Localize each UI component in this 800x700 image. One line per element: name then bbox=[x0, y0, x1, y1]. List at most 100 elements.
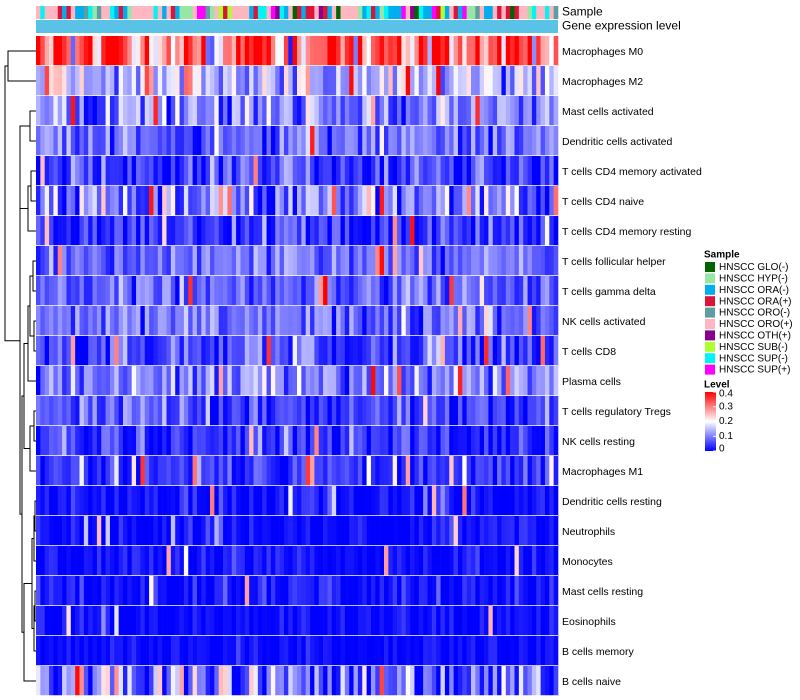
heatmap-cell bbox=[175, 126, 180, 156]
heatmap-cell bbox=[531, 396, 537, 426]
heatmap-cell bbox=[340, 396, 346, 426]
heatmap-cell bbox=[49, 336, 54, 366]
heatmap-cell bbox=[401, 606, 407, 636]
heatmap-cell bbox=[288, 156, 293, 186]
heatmap-cell bbox=[484, 216, 489, 246]
sample-annotation-cell bbox=[488, 6, 494, 19]
heatmap-cell bbox=[223, 426, 228, 456]
heatmap-cell bbox=[283, 546, 289, 576]
heatmap-cell bbox=[79, 486, 85, 516]
heatmap-cell bbox=[49, 96, 54, 126]
heatmap-cell bbox=[310, 636, 315, 666]
heatmap-cell bbox=[92, 576, 98, 606]
heatmap-cell bbox=[475, 576, 480, 606]
heatmap-cell bbox=[170, 666, 176, 696]
heatmap-cell bbox=[414, 576, 420, 606]
heatmap-cell bbox=[297, 516, 302, 546]
heatmap-cell bbox=[514, 36, 520, 66]
heatmap-cell bbox=[353, 666, 359, 696]
heatmap-cell bbox=[427, 366, 433, 396]
heatmap-cell bbox=[370, 666, 376, 696]
heatmap-cell bbox=[249, 66, 254, 96]
heatmap-cell bbox=[240, 156, 246, 186]
heatmap-cell bbox=[136, 546, 141, 576]
heatmap-cell bbox=[527, 576, 533, 606]
heatmap-cell bbox=[205, 246, 211, 276]
heatmap-cell bbox=[288, 216, 293, 246]
heatmap-cell bbox=[336, 246, 341, 276]
heatmap-cell bbox=[436, 216, 441, 246]
heatmap-cell bbox=[279, 216, 285, 246]
heatmap-cell bbox=[275, 36, 280, 66]
heatmap-cell bbox=[227, 186, 233, 216]
heatmap-cell bbox=[375, 546, 380, 576]
heatmap-cell bbox=[540, 66, 546, 96]
heatmap-cell bbox=[301, 396, 306, 426]
heatmap-cell bbox=[192, 336, 198, 366]
heatmap-cell bbox=[297, 186, 302, 216]
heatmap-cell bbox=[227, 546, 233, 576]
heatmap-cell bbox=[227, 246, 233, 276]
heatmap-cell bbox=[118, 546, 124, 576]
heatmap-cell bbox=[384, 396, 389, 426]
heatmap-cell bbox=[414, 336, 420, 366]
heatmap-cell bbox=[423, 126, 428, 156]
heatmap-cell bbox=[357, 36, 363, 66]
heatmap-cell bbox=[144, 366, 150, 396]
heatmap-cell bbox=[462, 426, 467, 456]
heatmap-cell bbox=[40, 36, 45, 66]
heatmap-cell bbox=[362, 636, 367, 666]
heatmap-cell bbox=[418, 156, 424, 186]
heatmap-cell bbox=[183, 516, 189, 546]
heatmap-cell bbox=[236, 96, 241, 126]
heatmap-cell bbox=[136, 516, 141, 546]
heatmap-cell bbox=[66, 276, 72, 306]
heatmap-cell bbox=[370, 306, 376, 336]
heatmap-cell bbox=[310, 666, 315, 696]
heatmap-cell bbox=[166, 396, 172, 426]
heatmap-cell bbox=[418, 636, 424, 666]
heatmap-cell bbox=[153, 576, 159, 606]
heatmap-cell bbox=[123, 336, 128, 366]
heatmap-cell bbox=[436, 576, 441, 606]
heatmap-cell bbox=[457, 456, 463, 486]
heatmap-cell bbox=[401, 66, 407, 96]
heatmap-cell bbox=[210, 246, 215, 276]
heatmap-cell bbox=[549, 246, 554, 276]
heatmap-cell bbox=[153, 336, 159, 366]
heatmap-cell bbox=[262, 456, 267, 486]
heatmap-cell bbox=[83, 396, 89, 426]
heatmap-cell bbox=[157, 486, 163, 516]
heatmap-cell bbox=[531, 426, 537, 456]
heatmap-cell bbox=[527, 246, 533, 276]
heatmap-cell bbox=[266, 486, 272, 516]
heatmap-cell bbox=[523, 636, 528, 666]
heatmap-cell bbox=[205, 306, 211, 336]
heatmap-cell bbox=[196, 456, 202, 486]
heatmap-cell bbox=[257, 96, 263, 126]
heatmap-cell bbox=[279, 366, 285, 396]
heatmap-cell bbox=[427, 306, 433, 336]
heatmap-cell bbox=[288, 66, 293, 96]
heatmap-cell bbox=[357, 186, 363, 216]
heatmap-cell bbox=[183, 426, 189, 456]
heatmap-cell bbox=[436, 636, 441, 666]
heatmap-cell bbox=[140, 246, 146, 276]
heatmap-cell bbox=[123, 396, 128, 426]
heatmap-cell bbox=[275, 606, 280, 636]
heatmap-cell bbox=[144, 546, 150, 576]
heatmap-cell bbox=[223, 186, 228, 216]
heatmap-cell bbox=[270, 216, 276, 246]
heatmap-cell bbox=[127, 666, 132, 696]
sample-annotation-cell bbox=[323, 6, 328, 19]
heatmap-cell bbox=[44, 576, 50, 606]
heatmap-cell bbox=[279, 546, 285, 576]
heatmap-cell bbox=[153, 96, 159, 126]
heatmap-cell bbox=[266, 636, 272, 666]
heatmap-cell bbox=[36, 546, 41, 576]
heatmap-cell bbox=[349, 516, 354, 546]
heatmap-cell bbox=[270, 246, 276, 276]
heatmap-cell bbox=[523, 96, 528, 126]
heatmap-cell bbox=[144, 156, 150, 186]
heatmap-cell bbox=[488, 486, 494, 516]
